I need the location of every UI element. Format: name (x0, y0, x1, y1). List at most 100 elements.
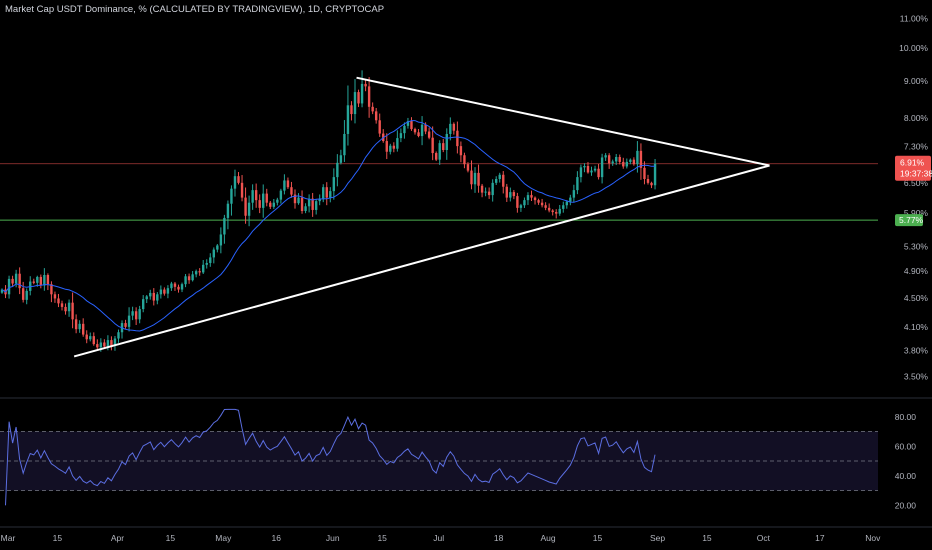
candle (382, 129, 385, 143)
candle (92, 332, 95, 346)
candle (254, 183, 258, 208)
candle (64, 303, 67, 315)
candle (272, 198, 276, 209)
candle (547, 203, 551, 213)
candle (480, 183, 484, 198)
candle (632, 157, 636, 166)
candle (336, 154, 339, 187)
candle (163, 287, 166, 296)
time-axis[interactable]: Mar 15 Apr 15 May 16 Jun 15 Jul 18 Aug 15 Sep 15 Oct 17… (1, 533, 881, 543)
candle (576, 171, 579, 195)
candle (329, 187, 332, 203)
candle (71, 292, 74, 329)
candle (81, 318, 85, 337)
candle (509, 187, 512, 202)
candle (622, 157, 625, 169)
candle (466, 162, 470, 173)
candle (46, 273, 50, 291)
trendlines-layer (73, 76, 770, 358)
price-tick-label: 5.90% (904, 208, 929, 218)
candle (283, 174, 286, 195)
candle (265, 188, 268, 207)
candle (629, 158, 632, 165)
candle (484, 187, 487, 197)
candle (194, 269, 198, 278)
candle (89, 332, 92, 342)
candle (530, 190, 533, 202)
candle (230, 185, 233, 216)
moving-average-layer (1, 120, 656, 332)
candle (159, 285, 163, 299)
price-tick-label: 6.50% (904, 178, 929, 188)
candle (593, 165, 597, 173)
candle (29, 276, 32, 296)
candle (297, 193, 300, 205)
candle (615, 154, 618, 166)
candle (205, 259, 208, 269)
candle (96, 339, 99, 351)
candle (604, 153, 607, 161)
candle (233, 169, 237, 197)
candle (410, 117, 413, 131)
candle (495, 176, 498, 185)
candle (565, 200, 568, 209)
rsi-axis[interactable]: 80.00 60.00 40.00 20.00 (895, 412, 917, 511)
lower-trendline[interactable] (73, 164, 770, 358)
price-tick-label: 3.80% (904, 346, 929, 356)
candle (434, 151, 438, 162)
candle (512, 189, 516, 200)
time-tick-label: Sep (650, 533, 665, 543)
time-tick-label: Mar (1, 533, 16, 543)
candle (389, 143, 392, 155)
price-tick-label: 5.30% (904, 242, 929, 252)
candle (240, 175, 244, 202)
candle (442, 138, 445, 153)
rsi-pane (0, 408, 878, 506)
candle (322, 184, 325, 203)
candle (579, 164, 583, 183)
candle (177, 284, 180, 293)
candle (53, 291, 57, 303)
candle (417, 129, 420, 138)
candle (67, 299, 71, 317)
price-tick-label: 4.10% (904, 322, 929, 332)
current-price-tag: 6.91%19:37:38 (895, 155, 932, 181)
candle (473, 167, 477, 193)
price-tick-label: 4.50% (904, 293, 929, 303)
candle (449, 117, 452, 141)
time-tick-label: 15 (166, 533, 176, 543)
candle (607, 153, 611, 169)
candle (131, 306, 134, 321)
price-axis[interactable]: 11.00% 10.00% 9.00% 8.00% 7.30% 6.50% 5.90% 5.3… (899, 13, 928, 381)
candle (152, 288, 155, 306)
candle (357, 89, 360, 108)
candle (551, 209, 554, 216)
candle (403, 122, 406, 139)
price-tick-label: 9.00% (904, 76, 929, 86)
candle (32, 278, 35, 285)
candle (438, 140, 441, 165)
candle (470, 160, 473, 190)
candle (544, 202, 547, 211)
candle (558, 204, 561, 216)
candle (269, 201, 272, 209)
candle (202, 260, 205, 275)
candle (583, 163, 586, 173)
candle (25, 288, 28, 305)
candle (459, 141, 463, 163)
upper-trendline[interactable] (356, 76, 770, 167)
candle (346, 85, 350, 146)
candle (477, 164, 480, 193)
candle (145, 295, 148, 304)
candle (332, 168, 336, 200)
candle (639, 143, 643, 180)
candle (311, 192, 314, 217)
time-tick-label: Nov (865, 533, 881, 543)
price-tick-label: 11.00% (900, 13, 929, 23)
candle (586, 162, 590, 174)
time-tick-label: 15 (53, 533, 63, 543)
candle (39, 274, 43, 289)
candle (360, 70, 364, 108)
candle (367, 77, 371, 118)
